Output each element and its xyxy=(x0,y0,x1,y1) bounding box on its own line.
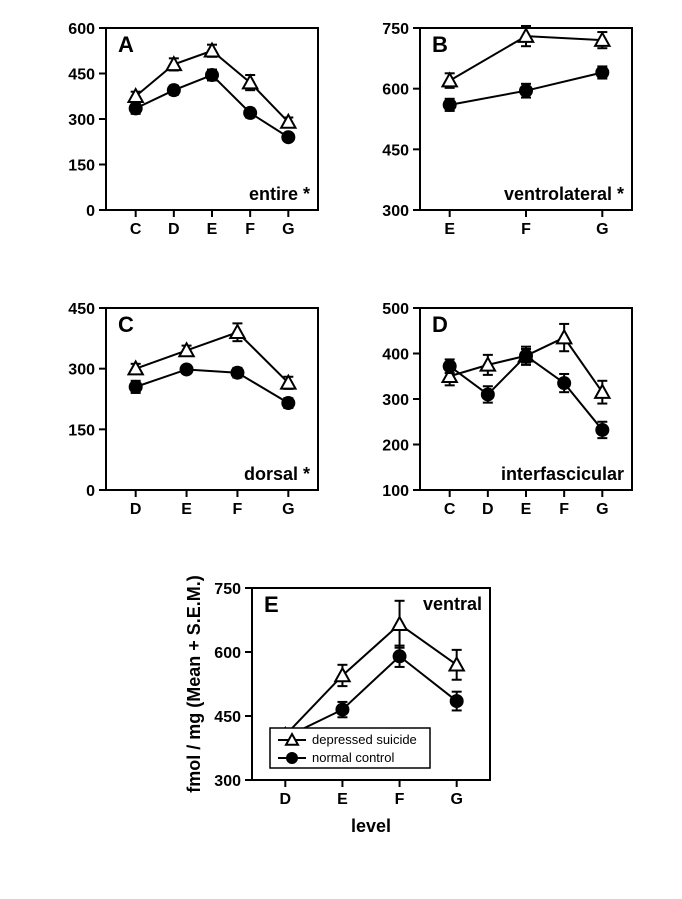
svg-text:C: C xyxy=(118,312,134,337)
svg-text:150: 150 xyxy=(68,422,95,439)
svg-text:A: A xyxy=(118,32,134,57)
svg-text:G: G xyxy=(596,221,608,238)
svg-text:E: E xyxy=(337,791,348,808)
svg-text:300: 300 xyxy=(214,773,241,790)
svg-text:750: 750 xyxy=(214,581,241,598)
svg-text:100: 100 xyxy=(382,483,409,500)
svg-text:F: F xyxy=(559,501,569,518)
panel-d: 100 200 300 400 500 C D E F G Dinterfascicular xyxy=(362,290,642,535)
svg-text:interfascicular: interfascicular xyxy=(501,464,624,484)
svg-text:450: 450 xyxy=(68,301,95,318)
svg-text:450: 450 xyxy=(214,709,241,726)
svg-text:C: C xyxy=(130,221,142,238)
svg-text:B: B xyxy=(432,32,448,57)
svg-text:F: F xyxy=(245,221,255,238)
svg-text:150: 150 xyxy=(68,158,95,175)
panel-e: 300 450 600 750 D E F G Eventral fmol / mg (Mean … xyxy=(182,570,502,860)
svg-text:ventral: ventral xyxy=(423,594,482,614)
svg-text:0: 0 xyxy=(86,203,95,220)
svg-text:E: E xyxy=(207,221,218,238)
svg-text:level: level xyxy=(351,816,391,836)
svg-text:E: E xyxy=(181,501,192,518)
svg-text:normal control: normal control xyxy=(312,750,394,765)
svg-text:750: 750 xyxy=(382,21,409,38)
svg-text:C: C xyxy=(444,501,456,518)
svg-text:E: E xyxy=(264,592,279,617)
svg-text:ventrolateral *: ventrolateral * xyxy=(504,184,624,204)
svg-text:E: E xyxy=(444,221,455,238)
svg-text:entire *: entire * xyxy=(249,184,310,204)
svg-text:300: 300 xyxy=(382,203,409,220)
svg-text:D: D xyxy=(482,501,494,518)
svg-text:450: 450 xyxy=(68,67,95,84)
svg-text:G: G xyxy=(282,221,294,238)
svg-text:300: 300 xyxy=(68,362,95,379)
panel-a: 0 150 300 450 600 C D E F G Aentire * xyxy=(48,10,328,255)
svg-text:fmol / mg (Mean + S.E.M.): fmol / mg (Mean + S.E.M.) xyxy=(184,575,204,793)
svg-text:E: E xyxy=(521,501,532,518)
svg-text:dorsal *: dorsal * xyxy=(244,464,310,484)
svg-text:D: D xyxy=(280,791,292,808)
svg-text:F: F xyxy=(395,791,405,808)
panel-c: 0 150 300 450 D E F G Cdorsal * xyxy=(48,290,328,535)
svg-text:450: 450 xyxy=(382,142,409,159)
svg-text:300: 300 xyxy=(382,392,409,409)
panel-b: 300 450 600 750 E F G Bventrolateral * xyxy=(362,10,642,255)
svg-text:400: 400 xyxy=(382,347,409,364)
svg-text:600: 600 xyxy=(68,21,95,38)
svg-text:G: G xyxy=(282,501,294,518)
svg-text:0: 0 xyxy=(86,483,95,500)
svg-text:200: 200 xyxy=(382,438,409,455)
svg-text:depressed suicide: depressed suicide xyxy=(312,732,417,747)
svg-text:F: F xyxy=(233,501,243,518)
svg-text:600: 600 xyxy=(382,82,409,99)
figure-root: 0 150 300 450 600 C D E F G Aentire * 300 450 600 750 E… xyxy=(0,0,682,899)
svg-text:D: D xyxy=(130,501,142,518)
svg-text:500: 500 xyxy=(382,301,409,318)
svg-text:G: G xyxy=(450,791,462,808)
svg-text:F: F xyxy=(521,221,531,238)
svg-text:D: D xyxy=(432,312,448,337)
svg-text:D: D xyxy=(168,221,180,238)
svg-text:G: G xyxy=(596,501,608,518)
svg-text:600: 600 xyxy=(214,645,241,662)
svg-text:300: 300 xyxy=(68,112,95,129)
